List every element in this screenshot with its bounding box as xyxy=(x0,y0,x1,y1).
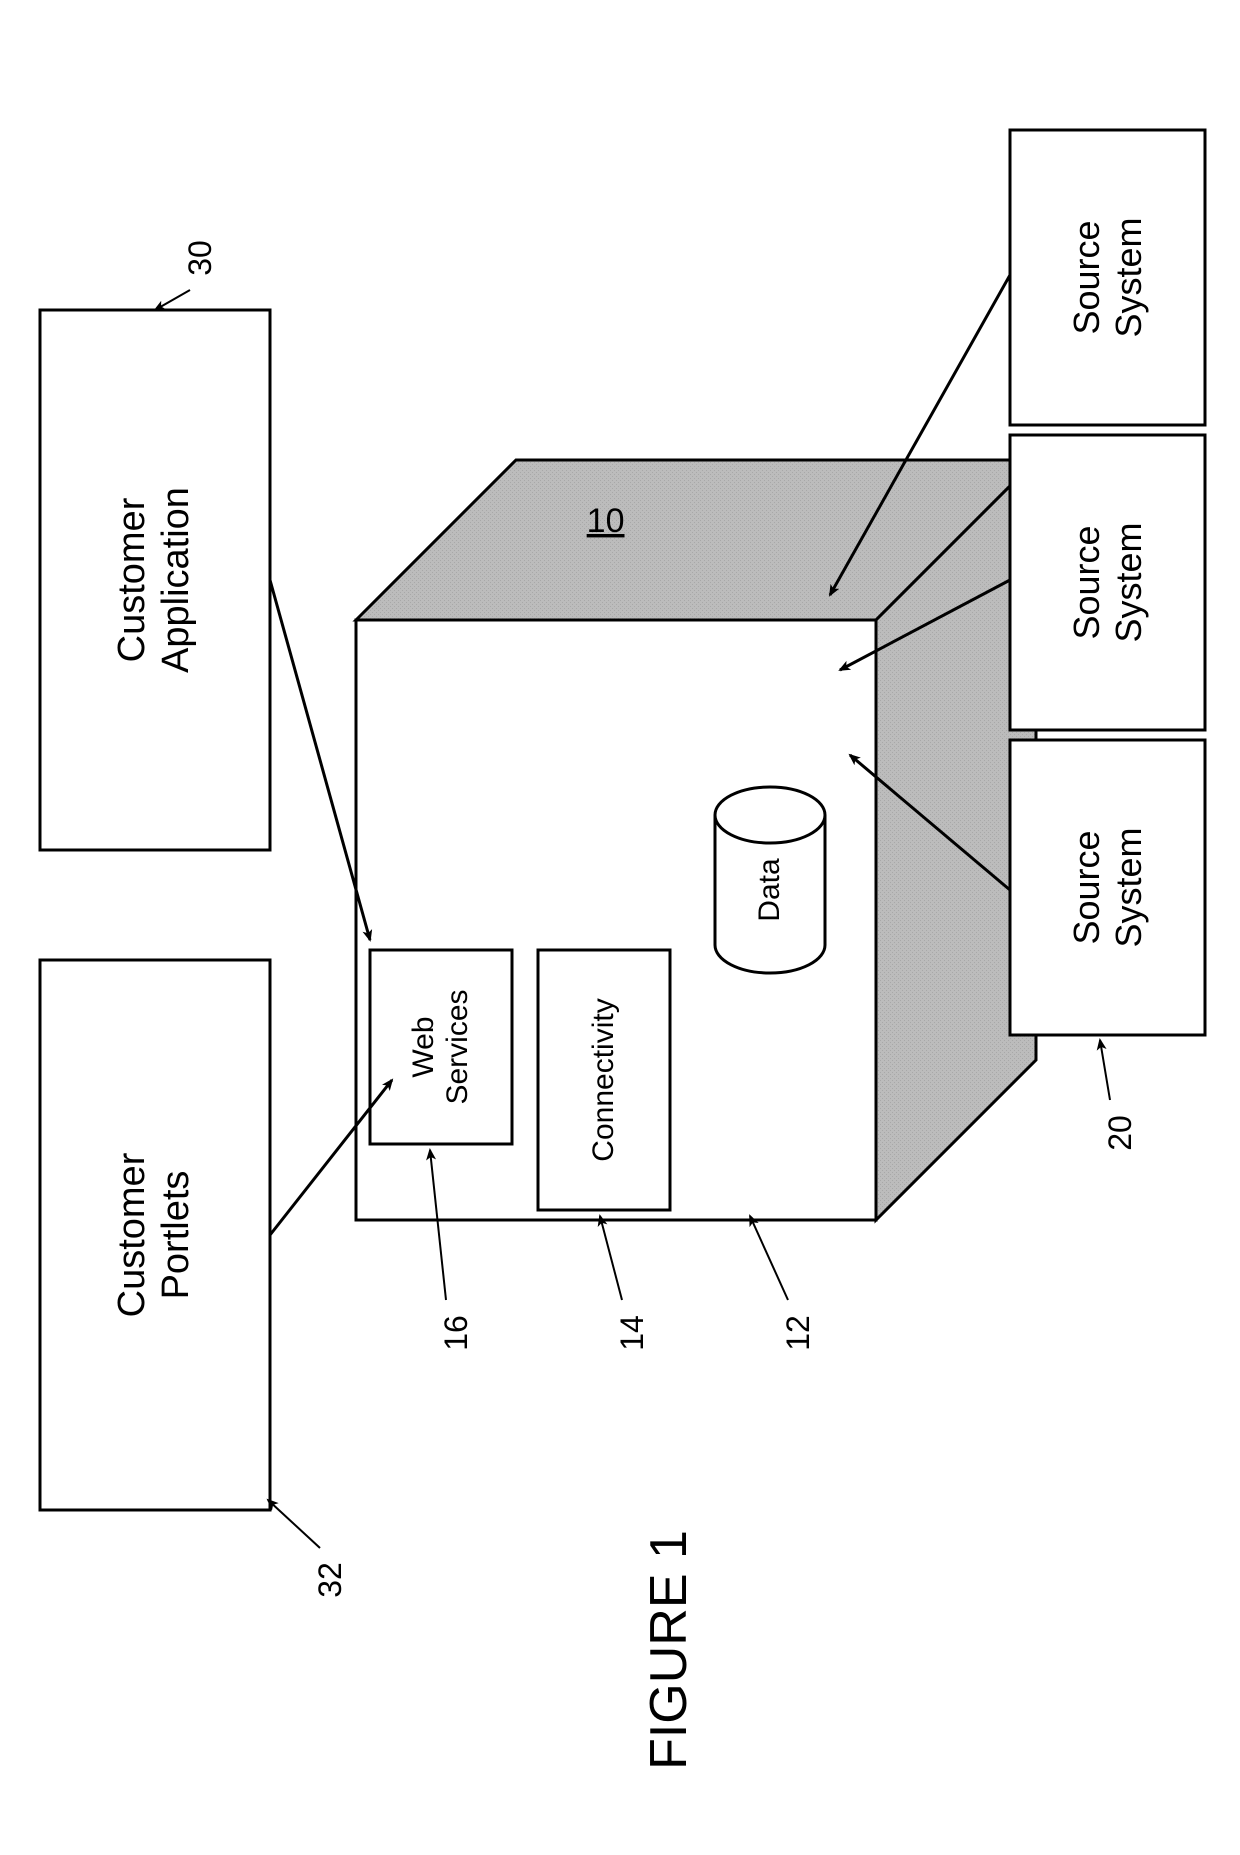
ref-20: 20 xyxy=(1100,1103,1140,1163)
source-system-label-2: Source System xyxy=(1020,750,1195,1025)
data-label: Data xyxy=(740,840,800,940)
web-services-label: Web Services xyxy=(375,955,507,1139)
ref-30: 30 xyxy=(180,228,220,288)
ref-14: 14 xyxy=(612,1303,652,1363)
customer-portlets-label: Customer Portlets xyxy=(50,980,260,1490)
connectivity-label: Connectivity xyxy=(543,955,665,1205)
source-system-label-0: Source System xyxy=(1020,140,1195,415)
source-system-label-1: Source System xyxy=(1020,445,1195,720)
svg-text:10: 10 xyxy=(587,502,625,540)
customer-application-label: Customer Application xyxy=(50,330,260,830)
ref-16: 16 xyxy=(436,1303,476,1363)
ref-32: 32 xyxy=(310,1550,350,1610)
figure-title: FIGURE 1 xyxy=(635,1470,705,1830)
ref-12: 12 xyxy=(778,1303,818,1363)
